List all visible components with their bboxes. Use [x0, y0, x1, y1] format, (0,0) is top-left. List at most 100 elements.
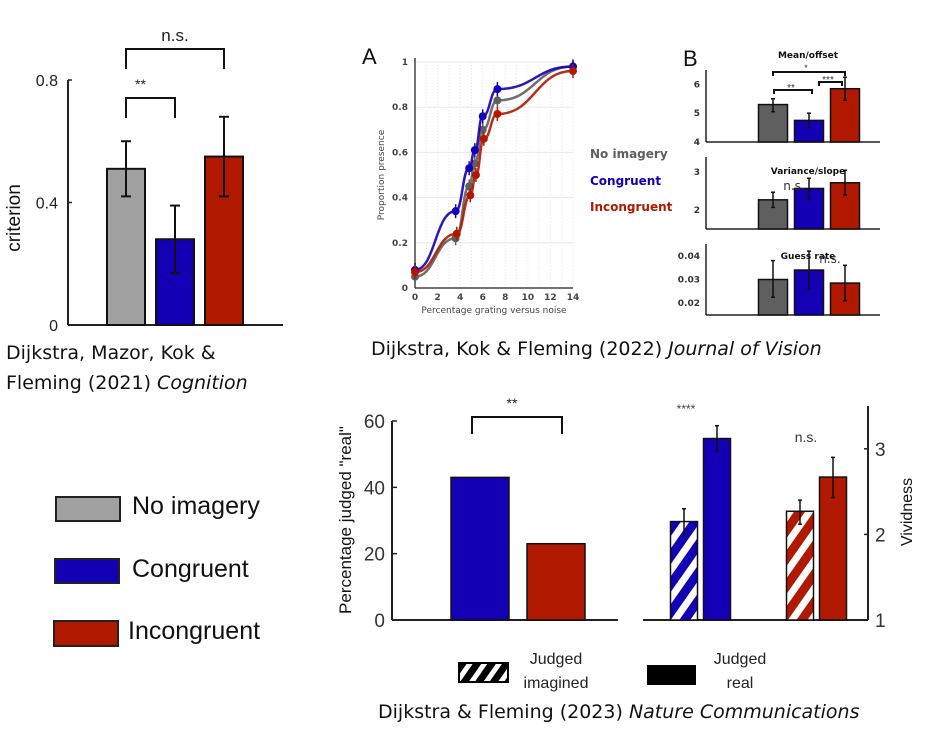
psychometric-point-incongruent: [479, 134, 488, 143]
criterion-ns-label: n.s.: [161, 26, 188, 45]
psychometric-x-tick-label: 0: [412, 293, 418, 303]
judged-real-y-tick-label: 20: [364, 545, 385, 566]
psychometric-y-tick-label: 0.4: [392, 194, 408, 204]
psychometric-x-axis-label: Percentage grating versus noise: [421, 306, 567, 316]
criterion-y-axis-label: criterion: [4, 184, 25, 252]
caption-cognition-line1: Dijkstra, Mazor, Kok &: [6, 342, 216, 364]
legend-swatch-incongruent: [53, 620, 119, 647]
psychometric-point-congruent: [493, 85, 502, 94]
panel-label-b: B: [683, 46, 698, 71]
mean-offset-sig-label: ***: [822, 75, 834, 86]
legend-swatch-no-imagery: [55, 496, 121, 522]
guess-rate-y-tick-label: 0.04: [678, 252, 700, 262]
vividness-bar-incongruent-solid: [818, 476, 848, 621]
psychometric-x-tick-label: 12: [544, 293, 557, 303]
psychometric-x-tick-label: 2: [434, 293, 440, 303]
vividness-bar-congruent-solid: [702, 437, 732, 621]
caption-jov-authors: Dijkstra, Kok & Fleming (2022): [371, 338, 669, 360]
psychometric-legend-no-imagery: No imagery: [590, 147, 668, 161]
vividness-bar-incongruent-hatched: [785, 510, 815, 621]
psychometric-legend-incongruent: Incongruent: [590, 200, 673, 214]
psychometric-y-tick-label: 0.8: [392, 103, 408, 113]
psychometric-x-tick-label: 10: [522, 293, 535, 303]
vividness-legend-label-imagined-1: Judged: [530, 651, 583, 668]
psychometric-point-incongruent: [471, 171, 480, 179]
psychometric-point-congruent: [451, 207, 460, 216]
criterion-bracket-ns: [125, 48, 225, 69]
psychometric-y-tick-label: 0.2: [392, 239, 408, 249]
criterion-bracket-sig: [125, 97, 176, 118]
psychometric-point-congruent: [465, 164, 474, 173]
vividness-legend-label-imagined-2: imagined: [524, 675, 589, 692]
caption-jov-journal: Journal of Vision: [668, 338, 822, 360]
psychometric-y-tick-label: 0: [402, 284, 408, 294]
criterion-sig-label: **: [135, 76, 146, 92]
judged-real-y-tick-label: 60: [364, 412, 385, 433]
judged-real-y-tick-label: 0: [374, 611, 385, 632]
caption-cognition-authors: Fleming (2021): [6, 372, 158, 394]
judged-real-sig-label: **: [507, 395, 518, 411]
criterion-y-tick-label: 0.8: [36, 73, 58, 90]
caption-jov: Dijkstra, Kok & Fleming (2022) Journal o…: [371, 338, 822, 360]
psychometric-point-no-imagery: [465, 182, 474, 191]
vividness-sig-label: ****: [677, 402, 696, 416]
vividness-legend-swatch-hatched: [458, 662, 509, 683]
vividness-y-axis-label: Vividness: [899, 478, 916, 546]
variance-slope-y-tick-label: 2: [694, 206, 700, 216]
panel-label-a: A: [362, 44, 377, 69]
vividness-legend-label-real-1: Judged: [714, 651, 767, 668]
caption-natcomm-authors: Dijkstra & Fleming (2023): [378, 701, 629, 723]
psychometric-y-tick-label: 0.6: [392, 148, 408, 158]
variance-slope-ns-label: n.s.: [783, 179, 805, 193]
psychometric-x-tick-label: 4: [457, 293, 463, 303]
psychometric-point-incongruent: [411, 268, 419, 277]
caption-natcomm: Dijkstra & Fleming (2023) Nature Communi…: [378, 701, 859, 723]
psychometric-x-tick-label: 6: [480, 293, 486, 303]
psychometric-x-tick-label: 14: [567, 293, 580, 303]
vividness-y-tick-label: 1: [875, 611, 886, 632]
mean-offset-y-tick-label: 6: [694, 80, 700, 90]
psychometric-point-congruent: [470, 146, 479, 155]
caption-cognition-line2: Fleming (2021) Cognition: [6, 372, 248, 394]
caption-cognition-journal: Cognition: [157, 372, 248, 394]
judged-real-bar-incongruent: [526, 542, 586, 621]
vividness-legend-swatch-solid: [647, 665, 696, 685]
legend-swatch-congruent: [54, 558, 120, 584]
mean-offset-bracket-0-1: [773, 89, 813, 94]
psychometric-point-incongruent: [493, 109, 502, 118]
legend-label-incongruent: Incongruent: [128, 617, 261, 645]
mean-offset-title: Mean/offset: [778, 51, 839, 61]
mean-offset-bracket-0-2: [772, 71, 846, 76]
judged-real-bar-congruent: [450, 476, 510, 621]
mean-offset-sig-label: *: [804, 63, 808, 73]
psychometric-point-no-imagery: [493, 96, 502, 105]
mean-offset-y-tick-label: 5: [694, 109, 700, 119]
psychometric-x-tick-label: 8: [502, 293, 508, 303]
psychometric-point-incongruent: [466, 191, 475, 200]
variance-slope-y-tick-label: 3: [694, 168, 700, 178]
guess-rate-y-tick-label: 0.02: [678, 299, 700, 309]
guess-rate-y-tick-label: 0.03: [678, 276, 700, 286]
psychometric-point-incongruent: [569, 67, 577, 76]
vividness-bar-congruent-hatched: [669, 520, 699, 621]
psychometric-point-congruent: [478, 112, 487, 121]
mean-offset-bracket-1-2: [818, 81, 843, 86]
psychometric-legend-congruent: Congruent: [590, 174, 661, 188]
legend-label-no-imagery: No imagery: [132, 492, 260, 520]
psychometric-point-no-imagery: [478, 125, 487, 134]
criterion-y-tick-label: 0.4: [36, 196, 58, 213]
criterion-y-tick-label: 0: [49, 318, 58, 335]
guess-rate-ns-label: n.s.: [819, 252, 841, 266]
vividness-y-tick-label: 2: [875, 525, 886, 546]
vividness-ns-label: n.s.: [795, 429, 818, 445]
psychometric-point-incongruent: [452, 229, 461, 238]
judged-real-bracket: [471, 416, 563, 434]
judged-real-y-axis-label: Percentage judged "real": [336, 426, 355, 614]
judged-real-y-tick-label: 40: [364, 478, 385, 499]
mean-offset-y-tick-label: 4: [694, 138, 700, 148]
psychometric-y-tick-label: 1: [402, 58, 408, 68]
caption-natcomm-journal: Nature Communications: [628, 701, 860, 723]
legend-label-congruent: Congruent: [132, 555, 249, 583]
vividness-legend-label-real-2: real: [727, 675, 754, 692]
